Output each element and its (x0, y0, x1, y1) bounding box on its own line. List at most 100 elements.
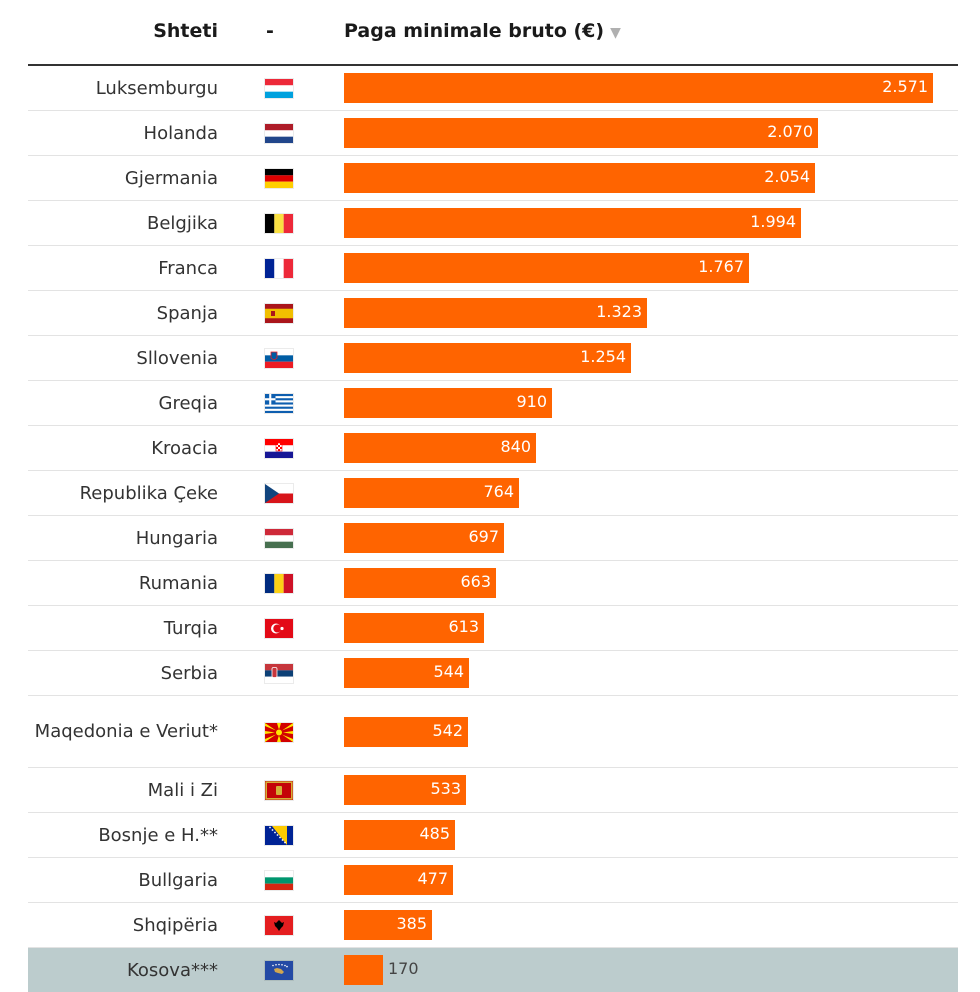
country-label: Bosnje e H.** (98, 824, 218, 846)
country-label: Greqia (158, 392, 218, 414)
table-row: Hungaria 697 (28, 516, 958, 561)
bar (344, 910, 432, 940)
bar (344, 865, 453, 895)
country-name: Belgjika (28, 201, 218, 245)
data-label: 764 (483, 482, 514, 501)
table-row: Bosnje e H.** 485 (28, 813, 958, 858)
data-label: 1.994 (750, 212, 796, 231)
flag-bulgaria-icon (265, 871, 293, 890)
country-name: Kosova*** (28, 948, 218, 992)
table-row: Mali i Zi 533 (28, 768, 958, 813)
table-row: Franca 1.767 (28, 246, 958, 291)
minimum-wage-table: Shteti - Paga minimale bruto (€) ▼ Luksem… (28, 0, 958, 992)
flag-luxembourg-icon (265, 79, 293, 98)
bar (344, 73, 933, 103)
country-label: Luksemburgu (95, 77, 218, 99)
bar (344, 568, 496, 598)
data-label: 485 (419, 824, 450, 843)
flag-czech-republic-icon (265, 484, 293, 503)
flag-kosovo-icon (265, 961, 293, 980)
table-row: Maqedonia e Veriut* 542 (28, 696, 958, 768)
flag-serbia-icon (265, 664, 293, 683)
flag-turkey-icon (265, 619, 293, 638)
country-name: Serbia (28, 651, 218, 695)
data-label: 542 (432, 720, 463, 740)
flag-montenegro-icon (265, 781, 293, 800)
table-row: Rumania 663 (28, 561, 958, 606)
table-row: Serbia 544 (28, 651, 958, 696)
data-label: 533 (430, 779, 461, 798)
country-label: Hungaria (135, 527, 218, 549)
bar (344, 716, 468, 747)
data-label: 840 (500, 437, 531, 456)
data-label: 697 (468, 527, 499, 546)
column-header-value-label: Paga minimale bruto (€) (344, 20, 605, 42)
country-name: Gjermania (28, 156, 218, 200)
country-name: Maqedonia e Veriut* (28, 696, 218, 767)
flag-romania-icon (265, 574, 293, 593)
country-label: Serbia (160, 662, 218, 684)
bar (344, 613, 484, 643)
country-label: Turqia (163, 617, 218, 639)
table-row: Kosova*** 170 (28, 948, 958, 992)
country-name: Bosnje e H.** (28, 813, 218, 857)
bar (344, 343, 631, 373)
table-row: Gjermania 2.054 (28, 156, 958, 201)
country-label: Maqedonia e Veriut* (34, 721, 218, 742)
country-name: Turqia (28, 606, 218, 650)
table-row: Belgjika 1.994 (28, 201, 958, 246)
column-header-flag[interactable]: - (266, 20, 274, 42)
flag-albania-icon (265, 916, 293, 935)
country-name: Sllovenia (28, 336, 218, 380)
country-label: Shqipëria (132, 914, 218, 936)
country-label: Spanja (156, 302, 218, 324)
country-label: Sllovenia (136, 347, 218, 369)
country-label: Rumania (138, 572, 218, 594)
country-label: Kosova*** (127, 959, 218, 981)
country-name: Hungaria (28, 516, 218, 560)
country-label: Bullgaria (138, 869, 218, 891)
data-label: 2.571 (882, 77, 928, 96)
sort-descending-icon[interactable]: ▼ (610, 25, 621, 41)
country-label: Republika Çeke (79, 482, 218, 504)
flag-germany-icon (265, 169, 293, 188)
flag-netherlands-icon (265, 124, 293, 143)
table-row: Greqia 910 (28, 381, 958, 426)
bar (344, 253, 749, 283)
table-row: Spanja 1.323 (28, 291, 958, 336)
bar (344, 478, 519, 508)
bar (344, 208, 801, 238)
country-name: Greqia (28, 381, 218, 425)
table-body: Luksemburgu 2.571 Holanda 2.070 Gjermania 2.0… (28, 66, 958, 992)
flag-north-macedonia-icon (265, 722, 293, 742)
country-name: Franca (28, 246, 218, 290)
country-label: Mali i Zi (147, 779, 218, 801)
column-header-country[interactable]: Shteti (153, 20, 218, 42)
bar (344, 523, 504, 553)
country-name: Spanja (28, 291, 218, 335)
data-label: 544 (433, 662, 464, 681)
column-header-value[interactable]: Paga minimale bruto (€) ▼ (344, 20, 621, 42)
country-name: Kroacia (28, 426, 218, 470)
country-name: Holanda (28, 111, 218, 155)
country-label: Gjermania (124, 167, 218, 189)
country-label: Belgjika (147, 212, 218, 234)
country-name: Shqipëria (28, 903, 218, 947)
flag-spain-icon (265, 304, 293, 323)
data-label: 1.254 (580, 347, 626, 366)
country-name: Rumania (28, 561, 218, 605)
data-label: 613 (448, 617, 479, 636)
country-name: Mali i Zi (28, 768, 218, 812)
bar (344, 820, 455, 850)
flag-france-icon (265, 259, 293, 278)
country-label: Franca (158, 257, 218, 279)
data-label: 663 (460, 572, 491, 591)
bar (344, 163, 815, 193)
data-label: 1.767 (698, 257, 744, 276)
bar (344, 658, 469, 688)
country-label: Kroacia (151, 437, 218, 459)
flag-belgium-icon (265, 214, 293, 233)
data-label: 910 (516, 392, 547, 411)
data-label: 385 (396, 914, 427, 933)
bar (344, 433, 536, 463)
